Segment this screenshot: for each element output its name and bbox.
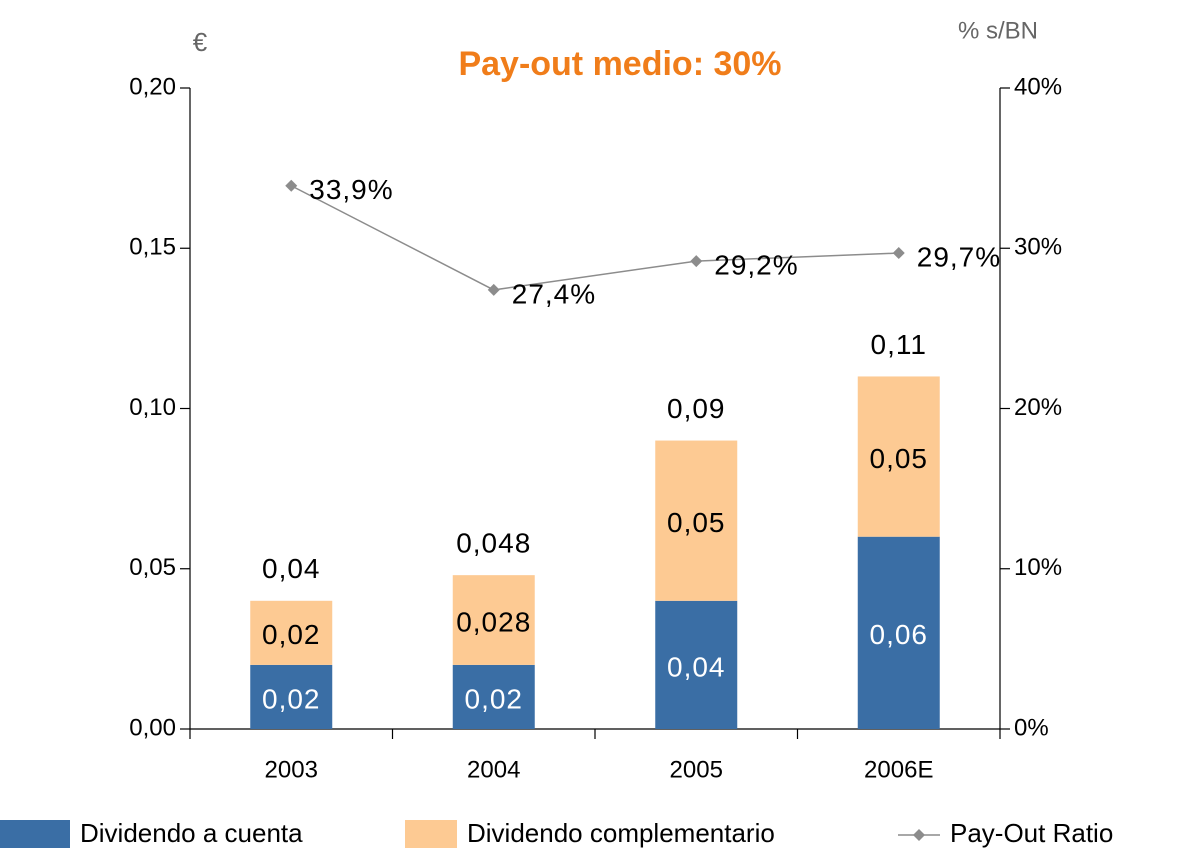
bar-segment [250,664,333,729]
x-tick-label: 2004 [467,756,520,783]
legend-label: Dividendo a cuenta [80,818,303,848]
y-tick-label: 0,10 [129,394,176,421]
x-tick-label: 2003 [265,756,318,783]
total-label: 0,04 [262,553,321,584]
data-label: 0,05 [667,507,726,538]
y2-tick-label: 20% [1014,394,1062,421]
total-label: 0,048 [456,528,531,559]
marker [487,283,500,296]
bar-segment [655,440,738,601]
y2-tick-label: 0% [1014,714,1049,741]
bar-segment [250,600,333,665]
y2-tick-label: 40% [1014,73,1062,100]
data-label: 0,06 [870,619,929,650]
data-label: 0,02 [465,683,524,714]
data-label: 0,04 [667,651,726,682]
y2-tick-label: 30% [1014,234,1062,261]
x-tick-label: 2005 [670,756,723,783]
data-label: 0,028 [456,606,531,637]
bar-segment [857,376,940,537]
y2-tick-label: 10% [1014,554,1062,581]
legend-swatch [405,820,457,848]
y-tick-label: 0,05 [129,554,176,581]
y-axis-title: € [193,27,208,57]
bar-segment [857,536,940,729]
marker [690,255,703,268]
chart-title: Pay-out medio: 30% [458,45,781,83]
total-label: 0,09 [667,393,726,424]
data-label: 29,7% [917,241,1001,272]
data-label: 27,4% [512,278,596,309]
bar-segment [452,575,535,665]
y-tick-label: 0,00 [129,714,176,741]
total-label: 0,11 [871,329,927,360]
legend-swatch [0,820,70,848]
marker [892,247,905,260]
marker [285,179,298,192]
data-label: 33,9% [309,174,393,205]
y-tick-label: 0,15 [129,234,176,261]
y-tick-label: 0,20 [129,73,176,100]
data-label: 0,05 [870,443,929,474]
y2-axis-title: % s/BN [958,17,1038,44]
x-tick-label: 2006E [864,756,933,783]
line [290,185,899,291]
legend-label: Dividendo complementario [467,818,775,848]
bar-segment [452,664,535,729]
legend-marker [913,829,925,841]
data-label: 0,02 [262,619,321,650]
legend-label: Pay-Out Ratio [950,818,1113,848]
data-label: 0,02 [262,683,321,714]
bar-segment [655,600,738,729]
data-label: 29,2% [714,249,798,280]
